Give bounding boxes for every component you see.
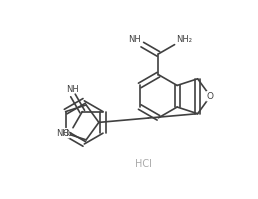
- Text: HCl: HCl: [135, 159, 152, 169]
- Text: NH₂: NH₂: [56, 129, 72, 138]
- Text: NH₂: NH₂: [176, 35, 192, 44]
- Text: O: O: [62, 129, 69, 138]
- Text: NH: NH: [67, 85, 79, 94]
- Text: O: O: [207, 92, 214, 101]
- Text: NH: NH: [128, 35, 141, 44]
